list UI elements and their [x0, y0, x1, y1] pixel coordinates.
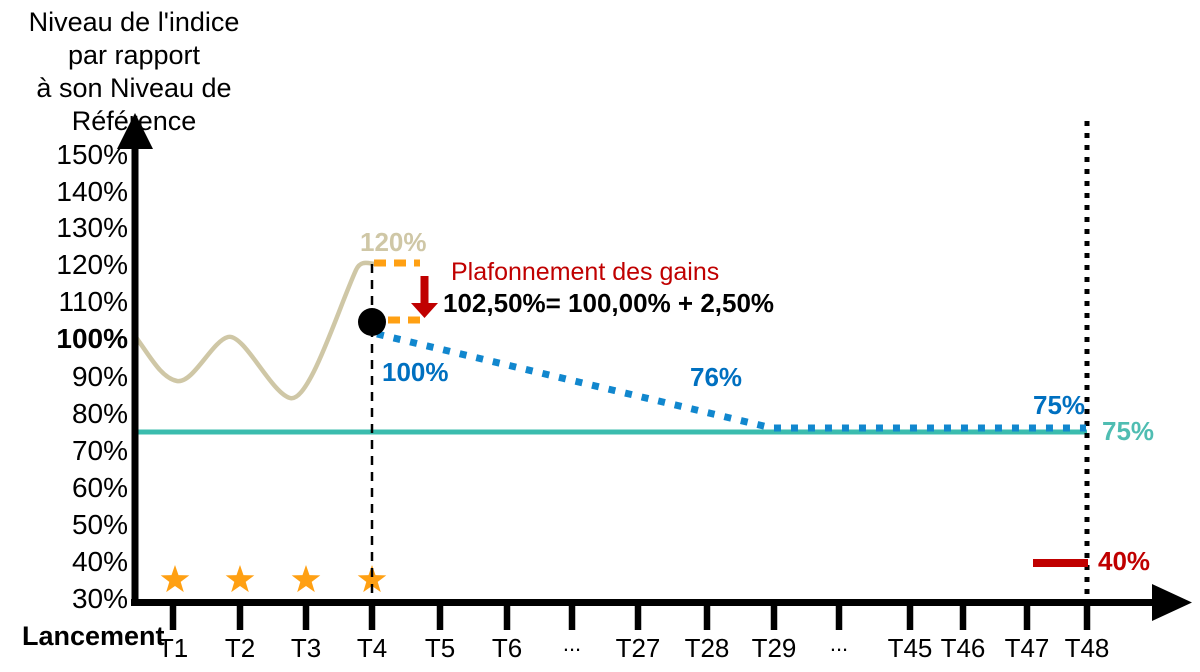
x-tick-t1: T1: [157, 633, 189, 663]
observation-stars: [160, 565, 387, 593]
y-tick-90: 90%: [71, 361, 128, 392]
protected-end-label: 75%: [1033, 390, 1086, 420]
x-tick-t2: T2: [224, 633, 256, 663]
x-axis-line: [131, 599, 1159, 606]
x-tick-ellipsis-2: ...: [829, 631, 849, 656]
y-tick-30: 30%: [71, 583, 128, 614]
cap-point-marker: [358, 308, 386, 336]
x-tick-t45: T45: [887, 633, 933, 663]
star-icon: [291, 565, 321, 593]
y-axis-arrow-icon: [117, 113, 153, 149]
y-tick-150: 150%: [56, 139, 128, 170]
x-tick-t28: T28: [684, 633, 730, 663]
down-arrow-icon: [411, 276, 438, 318]
x-tick-t6: T6: [491, 633, 523, 663]
floor-label: 75%: [1102, 416, 1155, 446]
x-tick-t4: T4: [356, 633, 388, 663]
star-icon: [357, 565, 387, 593]
x-tick-ellipsis-1: ...: [562, 631, 582, 656]
cap-title-label: Plafonnement des gains: [451, 258, 720, 286]
cap-formula-label: 102,50%= 100,00% + 2,50%: [443, 288, 775, 318]
x-tick-t27: T27: [615, 633, 661, 663]
x-tick-t29: T29: [751, 633, 797, 663]
y-tick-60: 60%: [71, 472, 128, 503]
y-axis-title: Niveau de l'indice par rapport à son Niv…: [28, 7, 240, 136]
star-icon: [160, 565, 190, 593]
x-tick-t3: T3: [290, 633, 322, 663]
x-tick-t47: T47: [1004, 633, 1050, 663]
y-tick-100: 100%: [56, 323, 128, 354]
protected-mid-label: 76%: [690, 362, 743, 392]
x-tick-t46: T46: [940, 633, 986, 663]
capped-trajectory-line: [376, 330, 1086, 432]
cap-level-label: 120%: [360, 227, 427, 257]
y-tick-110: 110%: [58, 286, 128, 317]
x-axis-ticks: [169, 601, 1091, 630]
y-axis-line: [131, 140, 139, 606]
x-tick-t48: T48: [1064, 633, 1110, 663]
y-tick-120: 120%: [56, 249, 128, 280]
y-tick-70: 70%: [71, 435, 128, 466]
x-axis-arrow-icon: [1152, 584, 1192, 621]
y-tick-140: 140%: [56, 176, 128, 207]
barrier-label: 40%: [1098, 546, 1151, 576]
y-tick-130: 130%: [56, 212, 128, 243]
y-tick-50: 50%: [71, 509, 128, 540]
y-tick-40: 40%: [71, 546, 128, 577]
x-tick-t5: T5: [424, 633, 456, 663]
star-icon: [225, 565, 255, 593]
protected-start-label: 100%: [382, 357, 449, 387]
x-origin-label: Lancement: [22, 621, 165, 651]
index-curve: [132, 260, 380, 401]
barrier-segment-40: [1033, 559, 1088, 567]
y-tick-80: 80%: [71, 398, 128, 429]
